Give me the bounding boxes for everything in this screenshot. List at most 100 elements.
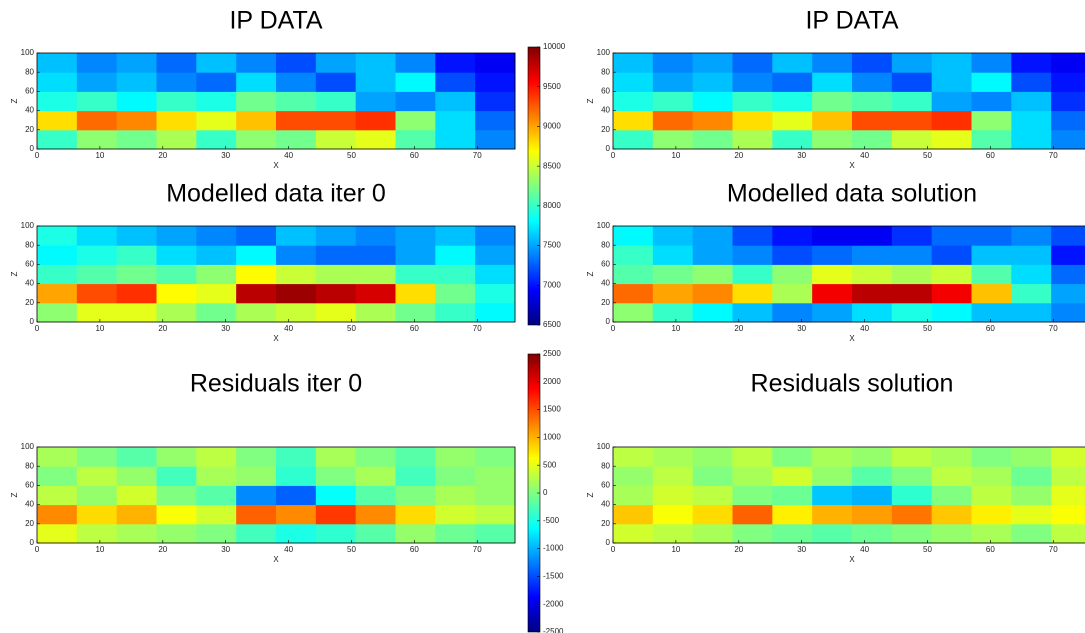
panel-title: Modelled data iter 0	[166, 180, 386, 208]
heatmap-cell	[355, 264, 396, 285]
colorbar-tick-label: 7500	[543, 241, 561, 250]
heatmap-cell	[355, 245, 396, 265]
heatmap-cell	[435, 110, 476, 131]
heatmap-cell	[812, 466, 853, 486]
heatmap-cell	[76, 523, 118, 544]
heatmap-cell	[116, 110, 157, 131]
heatmap-cell	[931, 504, 972, 525]
heatmap-cell	[891, 523, 933, 544]
heatmap-cell	[37, 485, 78, 506]
colorbar-tick-label: 2500	[543, 349, 561, 358]
x-tick-label: 30	[221, 151, 230, 160]
x-tick-label: 60	[410, 324, 419, 333]
heatmap-cell	[812, 245, 853, 265]
heatmap-cell	[732, 302, 773, 323]
heatmap-cell	[613, 302, 654, 323]
heatmap-cell	[692, 53, 733, 73]
heatmap-cell	[196, 129, 237, 150]
heatmap-cell	[315, 302, 357, 323]
plot-frame	[612, 446, 1085, 544]
heatmap-cell	[116, 485, 157, 506]
plot-frame	[36, 446, 516, 544]
heatmap-cell	[196, 283, 237, 304]
heatmap-cell	[315, 485, 357, 506]
heatmap-cell	[355, 466, 396, 486]
heatmap-cell	[236, 91, 277, 112]
x-tick-label: 0	[35, 151, 40, 160]
heatmap-cell	[395, 53, 436, 73]
heatmap-cell	[1011, 466, 1052, 486]
heatmap-cell	[891, 504, 933, 525]
y-tick-label: 80	[601, 461, 610, 470]
heatmap-cell	[196, 523, 237, 544]
heatmap-cell	[852, 466, 893, 486]
y-axis-label: Z	[586, 98, 595, 103]
heatmap-cell	[236, 264, 277, 285]
heatmap-cell	[1051, 264, 1085, 285]
heatmap-cell	[355, 53, 396, 73]
heatmap-cell	[76, 485, 118, 506]
heatmap-cell	[1051, 504, 1085, 525]
heatmap-cell	[276, 447, 317, 467]
colorbar-tick-label: 500	[543, 460, 557, 469]
heatmap-cell	[812, 53, 853, 73]
heatmap-cell	[852, 245, 893, 265]
heatmap-cell	[891, 447, 933, 467]
heatmap-cell	[772, 245, 813, 265]
heatmap-cell	[236, 72, 277, 92]
y-tick-label: 20	[25, 125, 34, 134]
heatmap-cell	[196, 466, 237, 486]
heatmap-cell	[37, 523, 78, 544]
y-tick-label: 60	[25, 87, 34, 96]
x-axis-label: X	[273, 161, 279, 170]
heatmap-cell	[76, 447, 118, 467]
heatmap-cell	[156, 245, 197, 265]
y-tick-label: 80	[25, 240, 34, 249]
heatmap-cell	[156, 302, 197, 323]
y-tick-label: 20	[601, 125, 610, 134]
heatmap-cell	[852, 485, 893, 506]
heatmap-cell	[891, 245, 933, 265]
y-tick-label: 100	[21, 221, 35, 230]
heatmap-cell	[196, 72, 237, 92]
heatmap-cell	[692, 129, 733, 150]
y-tick-label: 60	[25, 260, 34, 269]
heatmap-cell	[395, 504, 436, 525]
heatmap-cell	[931, 523, 972, 544]
heatmap-cell	[852, 226, 893, 246]
x-tick-label: 0	[611, 545, 616, 554]
heatmap-cell	[812, 302, 853, 323]
heatmap-cell	[395, 283, 436, 304]
heatmap-cell	[315, 466, 357, 486]
x-tick-label: 60	[986, 324, 995, 333]
heatmap-cell	[852, 264, 893, 285]
x-tick-label: 40	[860, 151, 869, 160]
heatmap-cell	[1051, 466, 1085, 486]
heatmap-cell	[475, 72, 516, 92]
heatmap-cell	[1011, 110, 1052, 131]
colorbar-tick-label: 1500	[543, 405, 561, 414]
heatmap-cell	[613, 264, 654, 285]
heatmap-cell	[692, 245, 733, 265]
heatmap-cell	[395, 129, 436, 150]
y-tick-label: 40	[25, 106, 34, 115]
heatmap-cell	[732, 447, 773, 467]
heatmap-cell	[772, 72, 813, 92]
heatmap-cell	[1011, 302, 1052, 323]
heatmap-cell	[435, 523, 476, 544]
x-tick-label: 40	[860, 545, 869, 554]
heatmap-cell	[355, 504, 396, 525]
heatmap-cell	[276, 110, 317, 131]
heatmap-cell	[652, 129, 694, 150]
heatmap-cell	[852, 110, 893, 131]
x-tick-label: 0	[35, 545, 40, 554]
heatmap-cell	[156, 485, 197, 506]
heatmap-cell	[435, 129, 476, 150]
heatmap-cell	[1051, 302, 1085, 323]
heatmap-cell	[812, 447, 853, 467]
heatmap-cell	[812, 264, 853, 285]
heatmap-cell	[315, 447, 357, 467]
heatmap-cell	[971, 504, 1012, 525]
heatmap-cell	[76, 129, 118, 150]
heatmap-cell	[37, 264, 78, 285]
